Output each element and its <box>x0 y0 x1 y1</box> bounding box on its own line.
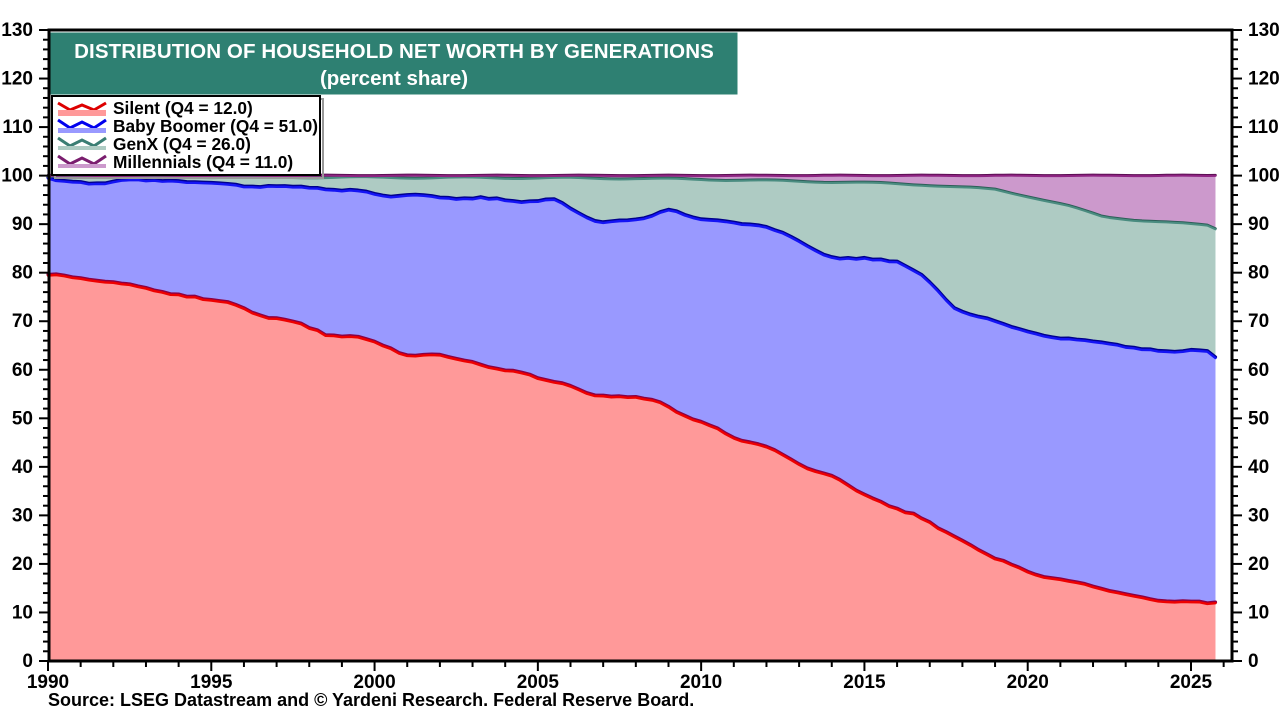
svg-text:120: 120 <box>1 69 33 90</box>
svg-text:50: 50 <box>1248 408 1269 429</box>
svg-text:DISTRIBUTION OF HOUSEHOLD NET: DISTRIBUTION OF HOUSEHOLD NET WORTH BY G… <box>74 40 714 63</box>
svg-text:0: 0 <box>1248 651 1259 672</box>
svg-text:10: 10 <box>12 602 33 623</box>
svg-text:130: 130 <box>1248 20 1280 41</box>
svg-text:80: 80 <box>1248 263 1269 284</box>
svg-text:110: 110 <box>2 117 33 138</box>
svg-text:100: 100 <box>1248 166 1280 187</box>
svg-text:120: 120 <box>1248 69 1280 90</box>
svg-text:50: 50 <box>12 408 33 429</box>
svg-text:60: 60 <box>1248 360 1269 381</box>
svg-text:Silent (Q4 = 12.0): Silent (Q4 = 12.0) <box>113 98 253 118</box>
svg-text:30: 30 <box>12 505 33 526</box>
svg-text:80: 80 <box>12 263 33 284</box>
svg-text:2025: 2025 <box>1170 672 1213 693</box>
svg-text:20: 20 <box>1248 554 1269 575</box>
svg-text:40: 40 <box>12 457 33 478</box>
svg-text:70: 70 <box>1248 311 1269 332</box>
svg-text:Baby Boomer (Q4 = 51.0): Baby Boomer (Q4 = 51.0) <box>113 116 318 136</box>
svg-text:0: 0 <box>22 651 33 672</box>
svg-text:110: 110 <box>1248 117 1279 138</box>
svg-text:GenX (Q4 = 26.0): GenX (Q4 = 26.0) <box>113 134 251 154</box>
svg-text:Source: LSEG Datastream and ©: Source: LSEG Datastream and © Yardeni Re… <box>48 690 694 710</box>
svg-text:100: 100 <box>1 166 33 187</box>
svg-text:40: 40 <box>1248 457 1269 478</box>
svg-text:90: 90 <box>12 214 33 235</box>
svg-text:10: 10 <box>1248 602 1269 623</box>
svg-text:20: 20 <box>12 554 33 575</box>
svg-text:(percent share): (percent share) <box>320 67 468 90</box>
svg-text:60: 60 <box>12 360 33 381</box>
svg-text:90: 90 <box>1248 214 1269 235</box>
svg-text:2020: 2020 <box>1007 672 1049 693</box>
svg-text:30: 30 <box>1248 505 1269 526</box>
svg-text:130: 130 <box>1 20 33 41</box>
svg-text:70: 70 <box>12 311 33 332</box>
svg-text:Millennials (Q4 = 11.0): Millennials (Q4 = 11.0) <box>113 152 293 172</box>
svg-text:2015: 2015 <box>843 672 886 693</box>
